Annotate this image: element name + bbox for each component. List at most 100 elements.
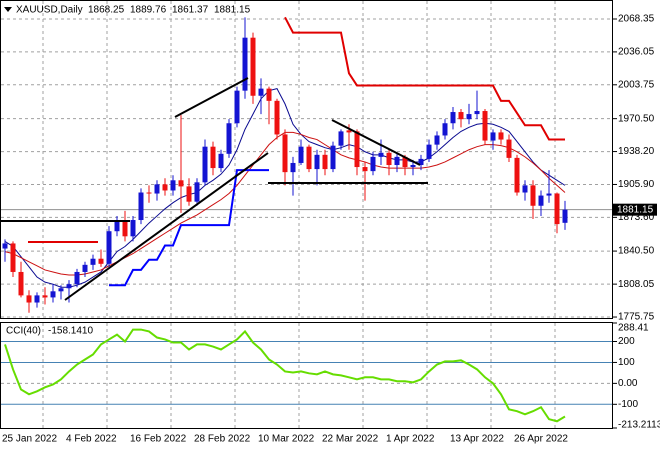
candle-body: [202, 146, 208, 183]
candle-body: [266, 88, 272, 101]
y-tick-label: 2003.75: [618, 79, 655, 90]
x-tick-label: 4 Feb 2022: [66, 434, 117, 445]
candle-body: [258, 88, 264, 96]
cci-value: -158.1410: [48, 326, 93, 337]
candle-body: [82, 264, 88, 272]
main-panel-frame: [0, 0, 613, 319]
candle-body: [490, 132, 496, 141]
candle-body: [466, 114, 472, 120]
candle-body: [178, 180, 184, 187]
cci-title: CCI(40): [6, 326, 41, 337]
y-tick-label: 1938.20: [618, 146, 655, 157]
candles: [2, 17, 568, 313]
cci-tick-label: -213.2113: [618, 420, 660, 431]
y-tick-label: 2068.35: [618, 14, 655, 25]
candle-body: [186, 186, 192, 202]
candle-body: [18, 271, 24, 296]
candle-body: [170, 180, 176, 191]
trend-line: [331, 119, 421, 166]
low-value: 1861.37: [172, 5, 209, 16]
y-tick-label: 1873.60: [618, 212, 655, 223]
overlay-line: [284, 16, 565, 141]
candle-body: [562, 209, 568, 223]
horizontal-grid: [1, 18, 613, 405]
y-tick-label: 1775.75: [618, 312, 655, 323]
candle-body: [434, 135, 440, 145]
trend-line: [174, 77, 249, 118]
y-tick-label: 1905.90: [618, 179, 655, 190]
candle-body: [146, 192, 152, 194]
overlay-line: [109, 169, 269, 287]
x-tick-label: 22 Mar 2022: [322, 434, 379, 445]
candle-body: [482, 111, 488, 141]
current-price-box: [613, 203, 657, 216]
vertical-grid: [42, 1, 556, 428]
candle-body: [426, 144, 432, 159]
x-tick-label: 13 Apr 2022: [450, 434, 504, 445]
candle-body: [130, 220, 136, 237]
candle-body: [34, 295, 40, 303]
candle-body: [346, 130, 352, 133]
candle-body: [154, 184, 160, 194]
cci-tick-label: -100: [618, 399, 638, 410]
candle-body: [42, 295, 48, 298]
candle-body: [194, 182, 200, 202]
trend-line: [64, 152, 269, 301]
candle-body: [498, 132, 504, 140]
cci-tick-label: 288.41: [618, 323, 649, 334]
candle-body: [458, 112, 464, 120]
x-tick-label: 25 Jan 2022: [2, 434, 57, 445]
candle-body: [410, 165, 416, 168]
candle-body: [122, 221, 128, 237]
candle-body: [474, 111, 480, 115]
candle-body: [418, 158, 424, 166]
candle-body: [50, 291, 56, 298]
candle-body: [10, 243, 16, 272]
candle-body: [546, 193, 552, 196]
candle-body: [378, 152, 384, 157]
cci-tick-label: 100: [618, 357, 635, 368]
candle-body: [138, 192, 144, 221]
candle-body: [26, 295, 32, 303]
x-tick-label: 28 Feb 2022: [194, 434, 251, 445]
y-tick-label: 1970.50: [618, 113, 655, 124]
candle-body: [250, 37, 256, 96]
candle-body: [394, 156, 400, 166]
candle-body: [290, 162, 296, 173]
candle-body: [106, 231, 112, 264]
overlay-line: [4, 88, 566, 288]
candle-body: [450, 112, 456, 124]
candle-body: [330, 145, 336, 170]
y-tick-label: 1840.50: [618, 246, 655, 257]
candle-body: [538, 195, 544, 206]
close-value: 1881.15: [214, 5, 251, 16]
cci-tick-label: 0.00: [618, 378, 638, 389]
cci-tick-label: 200: [618, 336, 635, 347]
candle-body: [234, 90, 240, 124]
candle-body: [274, 100, 280, 135]
candle-body: [338, 131, 344, 146]
overlays: [4, 16, 566, 288]
candle-body: [66, 284, 72, 289]
candle-body: [90, 258, 96, 265]
x-tick-label: 16 Feb 2022: [130, 434, 187, 445]
high-value: 1889.76: [130, 5, 167, 16]
candle-body: [98, 258, 104, 264]
trend-lines: [0, 77, 428, 301]
candle-body: [114, 221, 120, 232]
candle-body: [370, 156, 376, 172]
x-tick-label: 26 Apr 2022: [514, 434, 568, 445]
y-tick-label: 1808.05: [618, 279, 655, 290]
candle-body: [354, 131, 360, 168]
current-price-label: 1881.15: [617, 204, 654, 215]
cci-line: [4, 328, 566, 423]
candle-body: [386, 152, 392, 166]
candle-body: [554, 193, 560, 225]
candle-body: [306, 146, 312, 170]
open-value: 1868.25: [88, 5, 125, 16]
candle-body: [506, 139, 512, 158]
candle-body: [298, 146, 304, 163]
candle-body: [322, 154, 328, 170]
